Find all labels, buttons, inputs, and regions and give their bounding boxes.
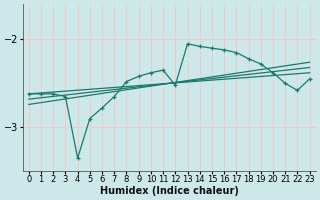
X-axis label: Humidex (Indice chaleur): Humidex (Indice chaleur)	[100, 186, 239, 196]
